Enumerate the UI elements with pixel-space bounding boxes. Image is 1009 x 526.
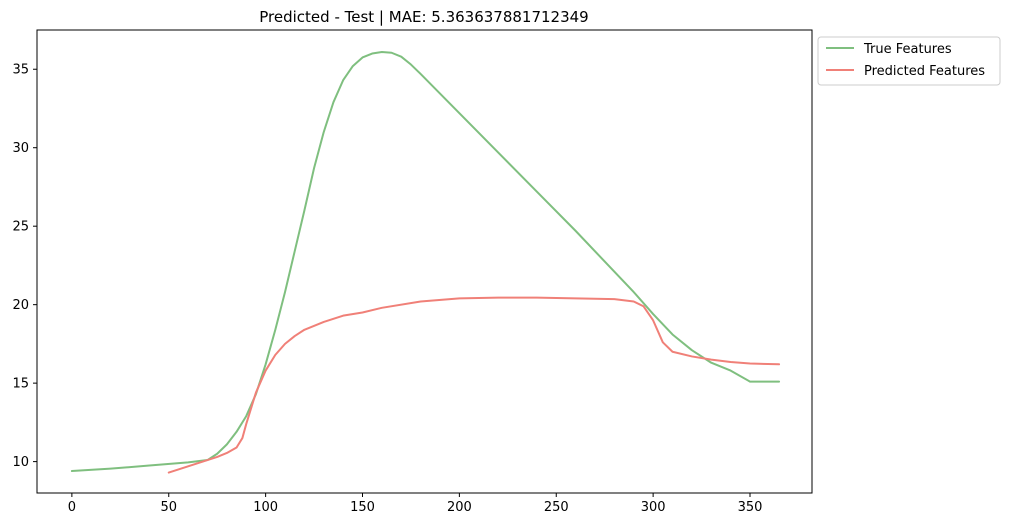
legend: True Features Predicted Features <box>817 36 1001 86</box>
legend-box <box>817 36 1001 86</box>
y-axis: 10 15 20 25 30 35 <box>12 63 37 470</box>
chart-title: Predicted - Test | MAE: 5.36363788171234… <box>259 8 588 26</box>
x-tick-label: 300 <box>641 500 666 515</box>
y-tick-label: 25 <box>12 220 29 235</box>
plot-frame <box>36 29 813 494</box>
x-tick-label: 0 <box>68 500 76 515</box>
x-tick-label: 250 <box>544 500 569 515</box>
x-tick-label: 350 <box>738 500 763 515</box>
series-line-predicted-features <box>167 296 781 474</box>
y-tick-label: 35 <box>12 63 29 78</box>
y-tick-label: 30 <box>12 141 29 156</box>
x-tick-label: 50 <box>160 500 177 515</box>
plot-area <box>37 30 812 493</box>
y-tick-label: 15 <box>12 377 29 392</box>
legend-label-true-features: True Features <box>863 42 952 57</box>
series-line-true-features <box>70 50 781 473</box>
x-tick-label: 100 <box>253 500 278 515</box>
x-tick-label: 200 <box>447 500 472 515</box>
x-axis: 0 50 100 150 200 250 300 350 <box>68 493 763 515</box>
y-tick-label: 20 <box>12 298 29 313</box>
plot-lines <box>70 50 781 474</box>
legend-label-predicted-features: Predicted Features <box>864 64 985 79</box>
y-tick-label: 10 <box>12 455 29 470</box>
x-tick-label: 150 <box>350 500 375 515</box>
